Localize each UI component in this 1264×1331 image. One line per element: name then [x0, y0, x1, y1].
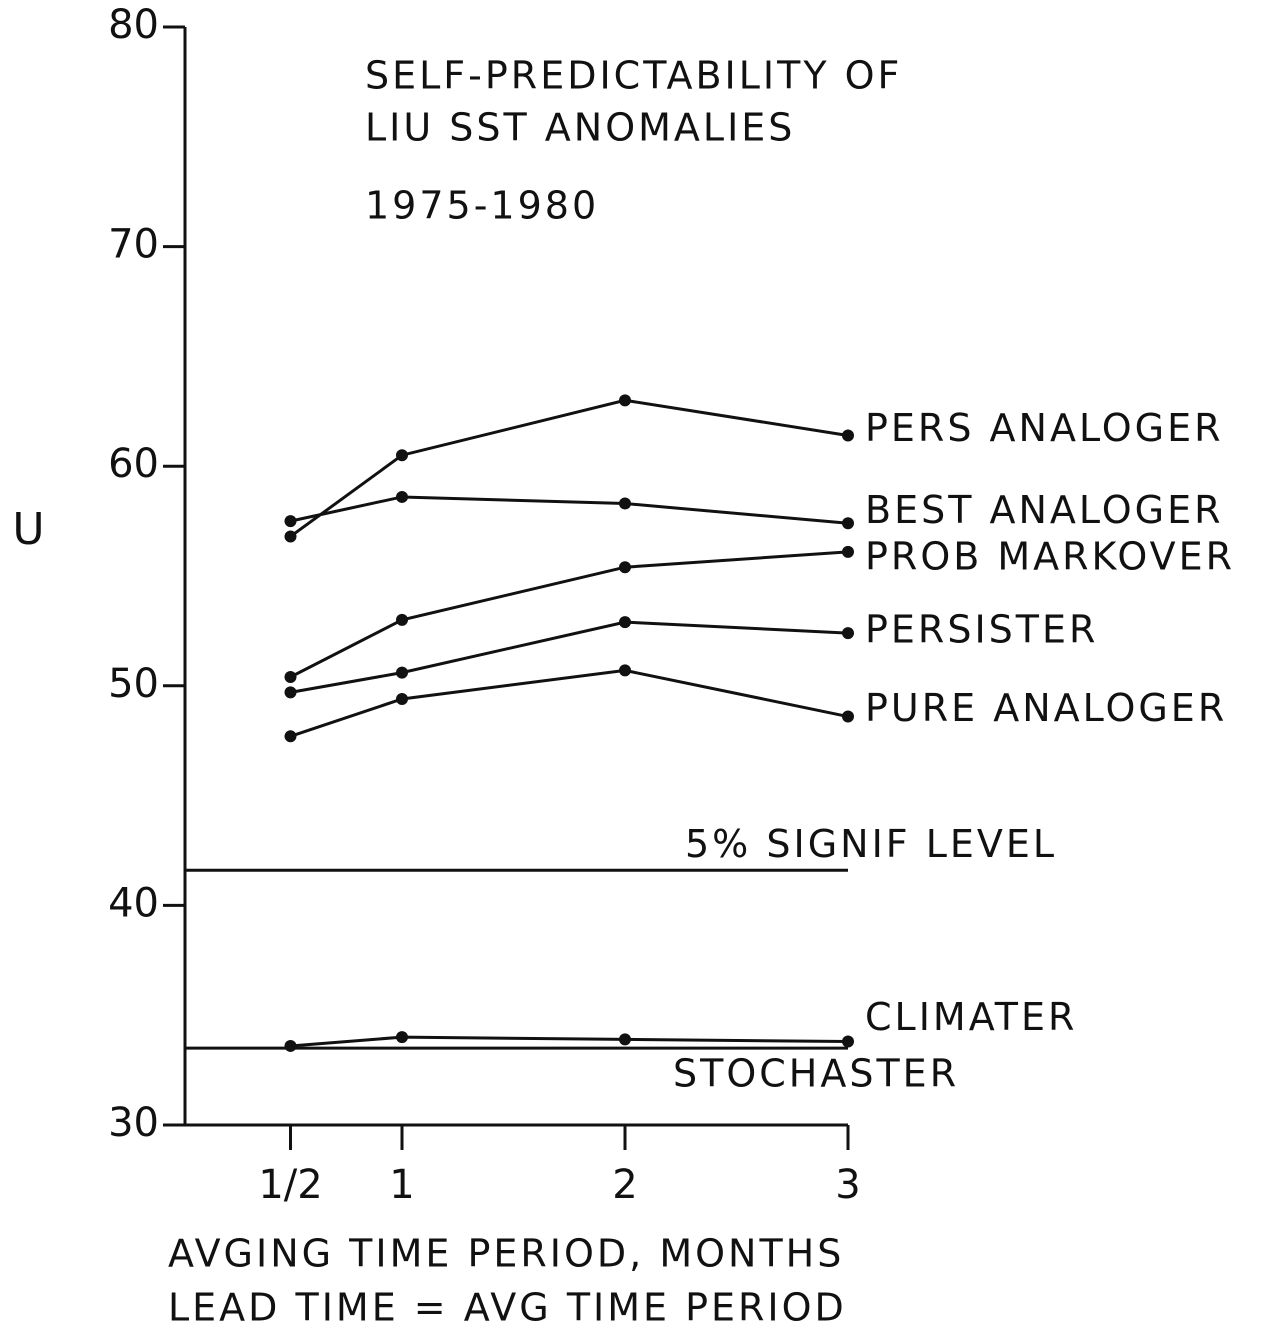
data-point — [619, 1033, 631, 1046]
x-axis-label: LEAD TIME = AVG TIME PERIOD — [168, 1286, 847, 1330]
data-point — [842, 545, 854, 558]
x-axis-label: AVGING TIME PERIOD, MONTHS — [168, 1232, 844, 1276]
data-point — [619, 497, 631, 510]
y-tick-label: 30 — [108, 1100, 159, 1146]
data-point — [619, 394, 631, 407]
data-point — [396, 692, 408, 705]
data-point — [396, 1031, 408, 1044]
x-tick-label: 3 — [835, 1162, 860, 1208]
data-point — [842, 1035, 854, 1048]
series-line — [290, 495, 849, 525]
y-tick-label: 60 — [108, 441, 159, 487]
x-tick-label: 1 — [389, 1162, 414, 1208]
x-tick-label: 2 — [612, 1162, 637, 1208]
data-point — [284, 515, 297, 528]
data-point — [284, 1039, 297, 1052]
series-line — [289, 550, 849, 679]
data-point — [284, 730, 297, 743]
series-line — [290, 668, 849, 738]
chart-title: SELF-PREDICTABILITY OF — [365, 54, 902, 98]
series-line — [290, 1035, 849, 1048]
series-label: BEST ANALOGER — [865, 488, 1224, 532]
y-axis-label: U — [12, 504, 47, 555]
series-label: CLIMATER — [865, 995, 1077, 1039]
data-point — [619, 561, 631, 574]
data-point — [842, 710, 854, 723]
chart-subtitle: 1975-1980 — [365, 184, 599, 228]
y-tick-label: 70 — [108, 222, 159, 268]
data-point — [284, 686, 297, 699]
series-label: PERSISTER — [865, 608, 1098, 652]
chart-title: LIU SST ANOMALIES — [365, 106, 795, 150]
series-line — [290, 620, 849, 694]
data-point — [284, 530, 297, 543]
data-point — [396, 666, 408, 679]
data-point — [842, 429, 854, 442]
x-tick-label: 1/2 — [258, 1162, 322, 1208]
reference-label: 5% SIGNIF LEVEL — [685, 822, 1057, 866]
series-label: PROB MARKOVER — [865, 534, 1235, 578]
series-label: PERS ANALOGER — [865, 406, 1224, 450]
reference-label: STOCHASTER — [673, 1052, 959, 1096]
series-label: PURE ANALOGER — [865, 686, 1227, 730]
series-line — [289, 398, 849, 538]
data-point — [396, 449, 408, 462]
data-point — [619, 616, 631, 629]
y-tick-label: 50 — [108, 661, 159, 707]
y-tick-label: 80 — [108, 2, 159, 48]
data-point — [396, 613, 408, 626]
y-tick-label: 40 — [108, 880, 159, 926]
data-point — [842, 627, 854, 640]
data-point — [842, 517, 854, 530]
data-point — [396, 490, 408, 503]
data-point — [619, 664, 631, 677]
data-point — [284, 671, 297, 684]
